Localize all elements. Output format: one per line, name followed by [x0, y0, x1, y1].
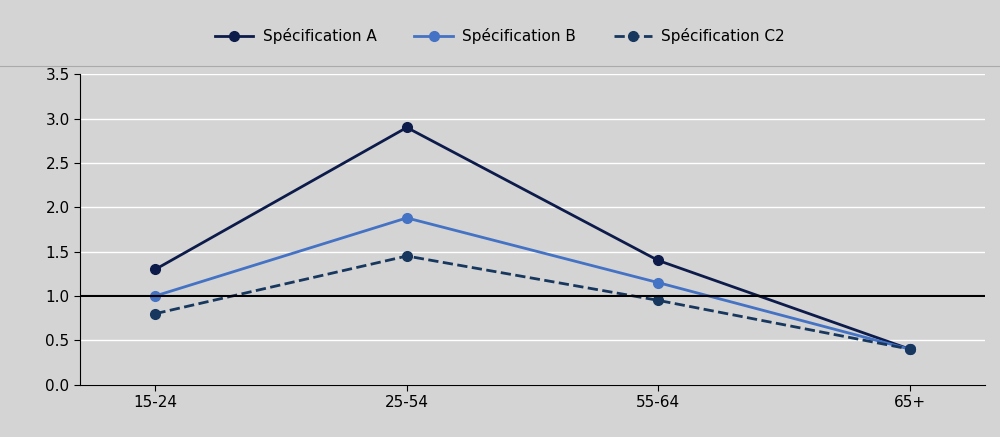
Legend: Spécification A, Spécification B, Spécification C2: Spécification A, Spécification B, Spécif… [209, 22, 791, 50]
